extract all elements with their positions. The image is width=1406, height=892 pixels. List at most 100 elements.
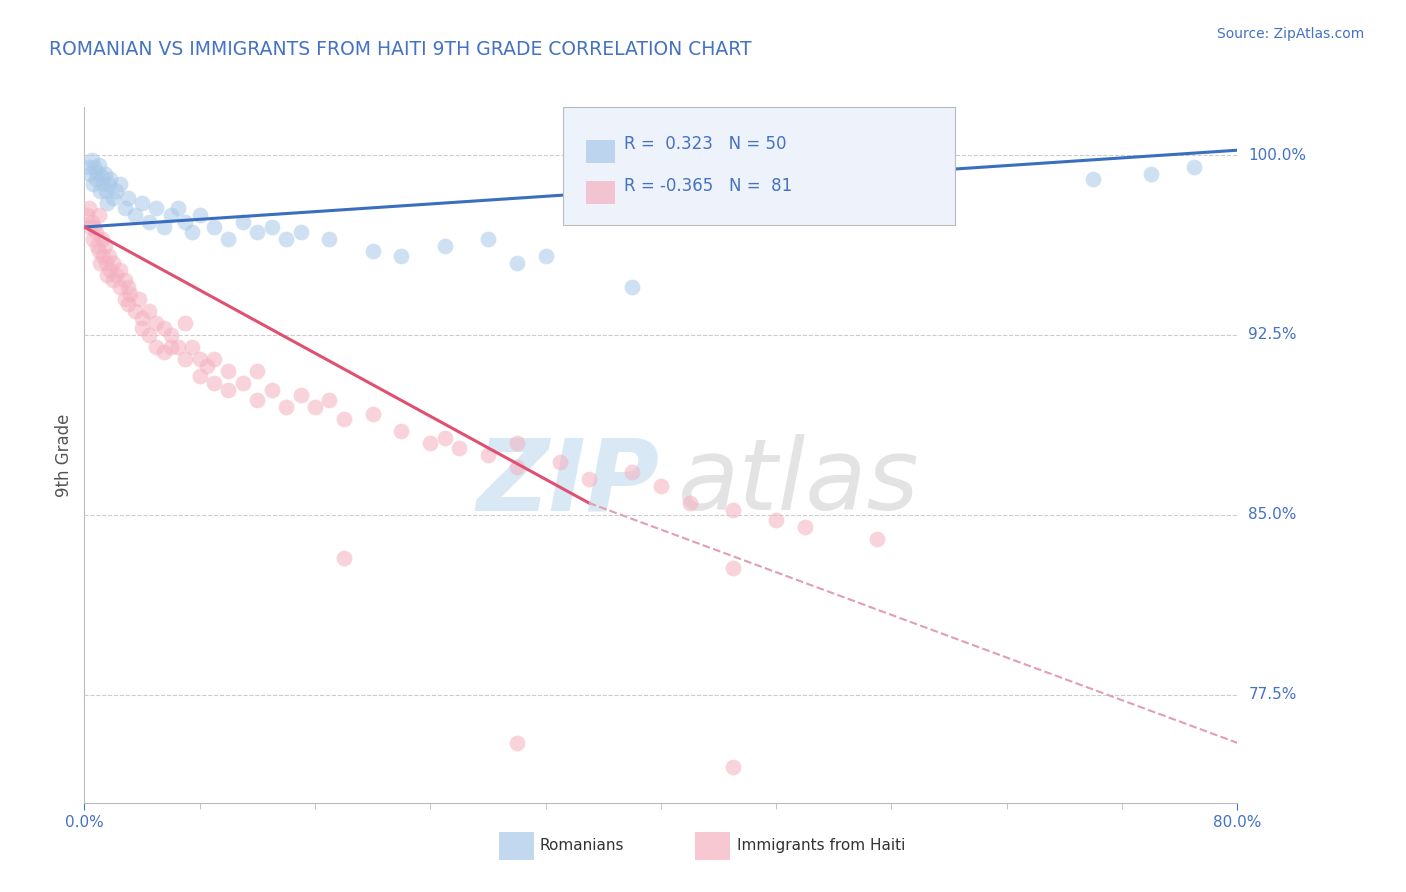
Point xyxy=(93,239,115,253)
Text: atlas: atlas xyxy=(678,434,920,532)
Point xyxy=(650,479,672,493)
Point xyxy=(304,400,326,414)
Point xyxy=(138,215,160,229)
Point xyxy=(167,340,190,354)
Point xyxy=(82,232,104,246)
Point xyxy=(447,441,470,455)
Point xyxy=(152,344,174,359)
Point xyxy=(145,340,167,354)
Point xyxy=(98,172,121,186)
Point xyxy=(433,431,456,445)
Point xyxy=(160,208,183,222)
Point xyxy=(79,167,101,181)
Point xyxy=(77,201,100,215)
Point xyxy=(246,364,269,378)
Point xyxy=(318,232,340,246)
Point xyxy=(167,201,190,215)
Point xyxy=(721,560,744,574)
Point xyxy=(96,268,118,282)
Point xyxy=(84,225,107,239)
Point xyxy=(721,503,744,517)
Text: 92.5%: 92.5% xyxy=(1249,327,1296,343)
Point xyxy=(120,287,142,301)
Point xyxy=(114,201,136,215)
Point xyxy=(477,448,499,462)
Point xyxy=(274,400,298,414)
Point xyxy=(152,320,174,334)
Point xyxy=(77,160,100,174)
Point xyxy=(181,340,204,354)
Point xyxy=(105,268,128,282)
Point xyxy=(128,292,150,306)
Point xyxy=(152,219,174,234)
Point xyxy=(217,364,239,378)
Point xyxy=(117,297,139,311)
Point xyxy=(80,215,103,229)
Text: 77.5%: 77.5% xyxy=(1249,688,1296,702)
Point xyxy=(290,388,312,402)
Point xyxy=(103,191,124,205)
Y-axis label: 9th Grade: 9th Grade xyxy=(55,413,73,497)
Point xyxy=(91,177,114,191)
Point xyxy=(97,177,120,191)
Point xyxy=(188,208,211,222)
Point xyxy=(260,383,283,397)
Point xyxy=(290,225,312,239)
Point xyxy=(1139,167,1161,181)
Point xyxy=(110,177,132,191)
Point xyxy=(188,351,211,366)
Point xyxy=(97,249,120,263)
Point xyxy=(145,316,167,330)
Point xyxy=(124,208,146,222)
Point xyxy=(361,407,384,421)
Point xyxy=(138,328,160,343)
FancyBboxPatch shape xyxy=(562,107,955,226)
Point xyxy=(433,239,456,253)
Point xyxy=(105,184,128,198)
Point xyxy=(217,232,239,246)
Point xyxy=(86,239,108,253)
Point xyxy=(117,191,139,205)
Point xyxy=(98,263,121,277)
Point xyxy=(124,304,146,318)
Point xyxy=(866,532,889,546)
Point xyxy=(110,280,132,294)
Point xyxy=(93,167,115,181)
Point xyxy=(202,351,225,366)
Point xyxy=(332,551,354,566)
Point xyxy=(246,392,269,407)
Point xyxy=(94,256,117,270)
Point xyxy=(174,351,197,366)
Bar xyxy=(586,181,614,204)
Point xyxy=(534,249,557,263)
Point xyxy=(260,219,283,234)
Point xyxy=(721,760,744,774)
Point xyxy=(82,177,104,191)
Point xyxy=(87,208,110,222)
Point xyxy=(160,328,183,343)
Point xyxy=(188,368,211,383)
Point xyxy=(89,256,111,270)
Point xyxy=(131,196,153,211)
Point xyxy=(361,244,384,258)
Point xyxy=(96,196,118,211)
Point xyxy=(138,304,160,318)
Text: ZIP: ZIP xyxy=(477,434,659,532)
Point xyxy=(195,359,218,373)
Point xyxy=(232,376,254,390)
Point xyxy=(1081,172,1104,186)
Bar xyxy=(586,140,614,162)
Point xyxy=(506,736,529,750)
Text: R = -0.365   N =  81: R = -0.365 N = 81 xyxy=(624,177,792,194)
Point xyxy=(202,219,225,234)
Bar xyxy=(499,832,534,860)
Point xyxy=(131,311,153,326)
Point xyxy=(79,219,101,234)
Point xyxy=(90,169,112,184)
Point xyxy=(318,392,340,407)
Point xyxy=(110,263,132,277)
Point xyxy=(117,280,139,294)
Text: 100.0%: 100.0% xyxy=(1249,147,1306,162)
Text: 85.0%: 85.0% xyxy=(1249,508,1296,523)
Point xyxy=(217,383,239,397)
